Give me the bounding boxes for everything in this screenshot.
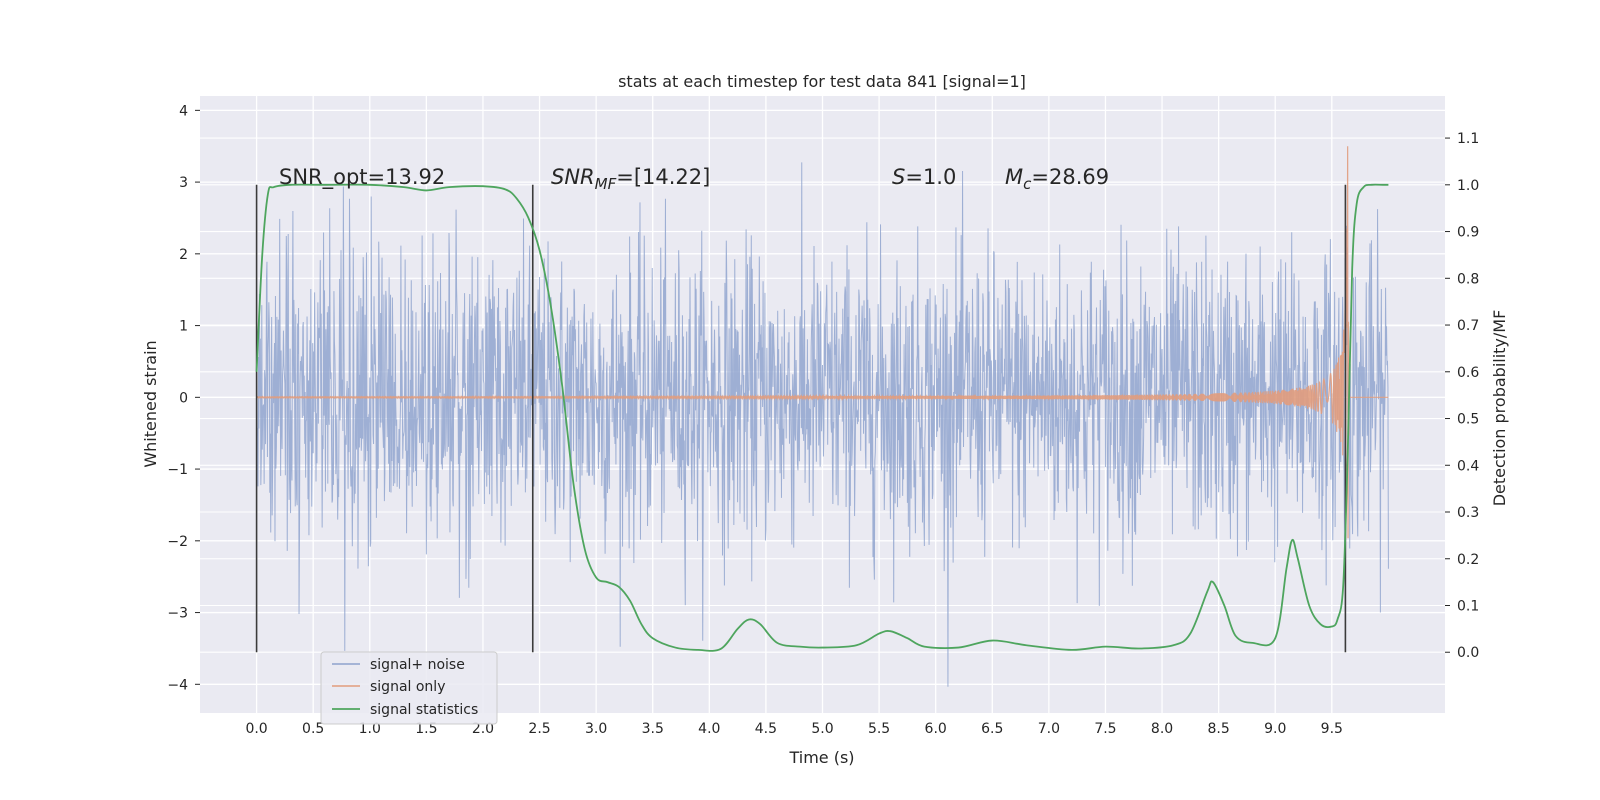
y-tick-4: 0 xyxy=(179,390,188,406)
y2-tick-1: 0.1 xyxy=(1457,598,1479,614)
annotation-s-value: =1.0 xyxy=(905,165,956,189)
x-tick-10: 5.0 xyxy=(811,721,833,737)
y-tick-6: 2 xyxy=(179,247,188,263)
y2-tick-2: 0.2 xyxy=(1457,552,1479,568)
x-tick-0: 0.0 xyxy=(245,721,267,737)
signal-series xyxy=(256,146,1389,539)
x-axis-ticks: 0.0 0.5 1.0 1.5 2.0 2.5 3.0 3.5 4.0 4.5 5.0 5.5 6.0 6… xyxy=(245,721,1342,737)
legend-label-noise: signal+ noise xyxy=(370,657,465,673)
annotation-snr-opt: SNR_opt=13.92 xyxy=(279,165,445,190)
vertical-markers xyxy=(255,184,1347,653)
noise-series xyxy=(256,162,1389,687)
x-tick-13: 6.5 xyxy=(981,721,1003,737)
chart-title: stats at each timestep for test data 841… xyxy=(618,72,1026,91)
x-tick-5: 2.5 xyxy=(528,721,550,737)
series-signal-noise xyxy=(256,162,1389,687)
y-tick-3: −1 xyxy=(167,462,188,478)
series-signal-only xyxy=(256,146,1389,539)
annotation-mc-value: =28.69 xyxy=(1031,165,1109,189)
annotation-s: S=1.0 xyxy=(892,165,956,189)
x-tick-15: 7.5 xyxy=(1094,721,1116,737)
legend-label-stats: signal statistics xyxy=(370,702,478,718)
annotation-mc-symbol: M xyxy=(1005,165,1023,189)
x-tick-19: 9.5 xyxy=(1321,721,1343,737)
y2-axis-ticks: 0.0 0.1 0.2 0.3 0.4 0.5 0.6 0.7 0.8 0.9 1.0 1.1 xyxy=(1445,131,1479,661)
x-tick-18: 9.0 xyxy=(1264,721,1286,737)
y-tick-0: −4 xyxy=(167,677,188,693)
annotation-snr-mf-value: =[14.22] xyxy=(616,165,710,189)
x-tick-3: 1.5 xyxy=(415,721,437,737)
x-axis-label: Time (s) xyxy=(788,748,854,767)
x-tick-1: 0.5 xyxy=(302,721,324,737)
x-tick-9: 4.5 xyxy=(755,721,777,737)
y-tick-1: −3 xyxy=(167,606,188,622)
x-tick-11: 5.5 xyxy=(868,721,890,737)
stats-series xyxy=(255,183,1389,652)
y2-tick-3: 0.3 xyxy=(1457,505,1479,521)
x-tick-4: 2.0 xyxy=(472,721,494,737)
y-tick-8: 4 xyxy=(179,103,188,119)
y2-tick-4: 0.4 xyxy=(1457,458,1479,474)
annotation-mc: Mc=28.69 xyxy=(1005,165,1109,193)
x-tick-16: 8.0 xyxy=(1151,721,1173,737)
annotation-snr-mf: SNRMF=[14.22] xyxy=(551,165,710,193)
legend-label-signal: signal only xyxy=(370,679,445,695)
x-tick-8: 4.0 xyxy=(698,721,720,737)
series-signal-statistics xyxy=(255,183,1389,652)
y2-tick-5: 0.5 xyxy=(1457,412,1479,428)
y-axis-ticks: −4 −3 −2 −1 0 1 2 3 4 xyxy=(167,103,200,693)
x-tick-14: 7.0 xyxy=(1038,721,1060,737)
y-tick-2: −2 xyxy=(167,534,188,550)
annotation-snr-mf-subscript: MF xyxy=(595,175,617,193)
y2-axis-label: Detection probability/MF xyxy=(1490,310,1509,507)
x-tick-7: 3.5 xyxy=(642,721,664,737)
y2-tick-10: 1.0 xyxy=(1457,178,1479,194)
annotation-snr-mf-symbol: SNR xyxy=(551,165,595,189)
x-tick-2: 1.0 xyxy=(359,721,381,737)
y-axis-label: Whitened strain xyxy=(141,340,160,467)
y2-tick-9: 0.9 xyxy=(1457,225,1479,241)
y-tick-5: 1 xyxy=(179,319,188,335)
annotation-s-symbol: S xyxy=(892,165,905,189)
y2-tick-0: 0.0 xyxy=(1457,645,1479,661)
y2-tick-8: 0.8 xyxy=(1457,271,1479,287)
annotation-mc-subscript: c xyxy=(1023,175,1032,193)
y2-tick-6: 0.6 xyxy=(1457,365,1479,381)
x-tick-12: 6.0 xyxy=(925,721,947,737)
y2-tick-7: 0.7 xyxy=(1457,318,1479,334)
y2-tick-11: 1.1 xyxy=(1457,131,1479,147)
legend-box xyxy=(320,651,498,725)
legend: signal+ noise signal only signal statist… xyxy=(320,651,498,725)
y-tick-7: 3 xyxy=(179,175,188,191)
x-tick-17: 8.5 xyxy=(1208,721,1230,737)
x-tick-6: 3.0 xyxy=(585,721,607,737)
